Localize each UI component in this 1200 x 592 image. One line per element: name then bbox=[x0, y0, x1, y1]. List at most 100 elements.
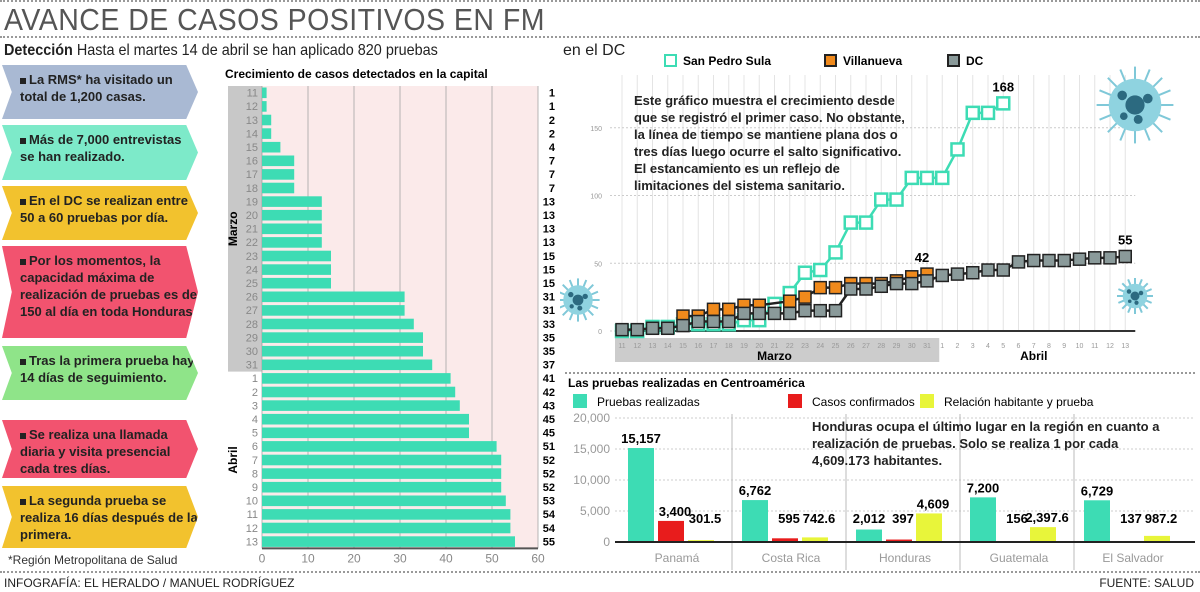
note-text: La segunda prueba se realiza 16 días des… bbox=[20, 493, 198, 542]
data-point bbox=[645, 321, 660, 336]
y-tick-label: 14 bbox=[246, 128, 258, 140]
y-tick-label: 24 bbox=[246, 264, 258, 276]
month-label: Marzo bbox=[226, 211, 240, 246]
divider bbox=[0, 0, 1200, 2]
data-point bbox=[874, 279, 888, 294]
bullet-icon bbox=[20, 432, 26, 439]
value-label: 15 bbox=[543, 264, 555, 276]
x-tick-label: 16 bbox=[694, 343, 702, 350]
y-tick-label: 30 bbox=[246, 346, 258, 358]
y-tick-label: 11 bbox=[247, 509, 258, 521]
value-label: 51 bbox=[543, 441, 555, 453]
y-tick-label: 11 bbox=[247, 88, 258, 100]
data-point bbox=[630, 322, 644, 337]
bar bbox=[856, 529, 882, 542]
value-label: 15,157 bbox=[621, 431, 661, 446]
x-tick-label: 31 bbox=[923, 343, 931, 350]
bar bbox=[262, 400, 460, 411]
bar bbox=[802, 537, 828, 542]
x-tick-label: 29 bbox=[893, 343, 901, 350]
y-tick-label: 12 bbox=[246, 101, 258, 113]
end-label: 168 bbox=[992, 79, 1014, 94]
data-point bbox=[706, 302, 721, 317]
y-tick-label: 28 bbox=[246, 319, 258, 331]
x-tick-label: 11 bbox=[1091, 343, 1098, 350]
x-tick-label: 13 bbox=[649, 343, 657, 350]
legend-swatch bbox=[920, 394, 934, 408]
data-point bbox=[844, 282, 858, 296]
chart-title: Crecimiento de casos detectados en la ca… bbox=[225, 67, 488, 81]
value-label: 54 bbox=[543, 509, 556, 521]
value-label: 13 bbox=[543, 210, 555, 222]
y-tick-label: 7 bbox=[252, 455, 258, 467]
note-text: La RMS* ha visitado un total de 1,200 ca… bbox=[20, 72, 173, 104]
bar bbox=[262, 481, 502, 493]
data-point bbox=[965, 105, 980, 121]
value-label: 41 bbox=[543, 373, 555, 385]
bar bbox=[1144, 535, 1170, 542]
x-tick-label: 1 bbox=[940, 343, 944, 350]
value-label: 54 bbox=[543, 523, 556, 535]
legend-label: Relación habitante y prueba bbox=[944, 395, 1094, 409]
data-point bbox=[706, 314, 721, 329]
data-point bbox=[798, 303, 812, 318]
bar bbox=[262, 223, 322, 235]
x-tick-label: 27 bbox=[862, 343, 870, 350]
bar bbox=[1030, 527, 1056, 542]
y-tick-label: 13 bbox=[246, 536, 258, 548]
y-tick-label: 50 bbox=[594, 261, 602, 268]
data-point bbox=[843, 215, 858, 230]
y-tick-label: 2 bbox=[252, 387, 258, 399]
chart-title: Las pruebas realizadas en Centroamérica bbox=[568, 376, 805, 390]
bar bbox=[1084, 500, 1110, 542]
footnote: *Región Metropolitana de Salud bbox=[8, 553, 178, 567]
y-tick-label: 6 bbox=[252, 441, 258, 453]
value-label: 52 bbox=[543, 455, 555, 467]
value-label: 52 bbox=[543, 482, 555, 494]
value-label: 31 bbox=[543, 305, 555, 317]
data-point bbox=[920, 274, 934, 288]
note-text: En el DC se realizan entre 50 a 60 prueb… bbox=[20, 193, 188, 225]
virus-icon bbox=[1096, 66, 1174, 144]
bar bbox=[262, 277, 331, 289]
value-label: 53 bbox=[543, 496, 555, 508]
x-tick-label: 19 bbox=[740, 343, 748, 350]
bar bbox=[916, 513, 942, 542]
data-point bbox=[950, 142, 965, 157]
data-point bbox=[1042, 253, 1056, 268]
value-label: 52 bbox=[543, 468, 555, 480]
y-tick-label: 18 bbox=[246, 183, 258, 195]
y-tick-label: 27 bbox=[246, 305, 258, 317]
bar bbox=[262, 454, 502, 466]
y-tick-label: 5 bbox=[252, 428, 258, 440]
legend-swatch bbox=[664, 54, 677, 67]
bar bbox=[262, 345, 423, 357]
lead: Detección bbox=[4, 42, 73, 59]
x-tick-label: 22 bbox=[786, 343, 794, 350]
x-tick-label: 8 bbox=[1047, 343, 1051, 350]
bar bbox=[262, 413, 469, 425]
x-tick-label: 24 bbox=[816, 343, 824, 350]
value-label: 4 bbox=[549, 142, 556, 154]
data-point bbox=[980, 105, 996, 121]
value-label: 35 bbox=[543, 332, 555, 344]
data-point bbox=[767, 306, 782, 321]
bullet-icon bbox=[20, 137, 26, 144]
y-tick-label: 0 bbox=[598, 329, 602, 336]
x-tick-label: 20 bbox=[347, 551, 361, 565]
bullet-icon bbox=[20, 358, 26, 365]
value-label: 137 bbox=[1120, 511, 1142, 526]
capital-cases-bar-chart: Crecimiento de casos detectados en la ca… bbox=[225, 67, 556, 565]
data-point bbox=[981, 263, 995, 277]
x-tick-label: 4 bbox=[986, 343, 990, 350]
series-line bbox=[622, 255, 1126, 331]
y-tick-label: 26 bbox=[246, 292, 258, 304]
y-tick-label: 20 bbox=[246, 210, 258, 222]
data-point bbox=[615, 322, 629, 337]
bar bbox=[262, 169, 295, 180]
bar bbox=[262, 264, 331, 275]
data-point bbox=[828, 245, 843, 260]
value-label: 987.2 bbox=[1145, 511, 1178, 526]
x-tick-label: 40 bbox=[439, 551, 453, 565]
end-label: 55 bbox=[1118, 232, 1132, 247]
